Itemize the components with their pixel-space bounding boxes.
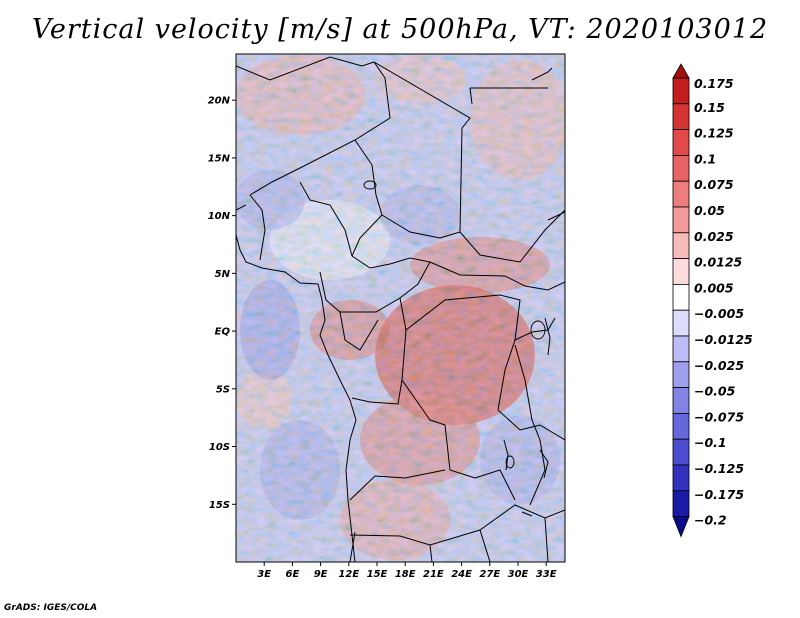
y-tick-label: 15S: [209, 500, 230, 511]
x-tick-label: 24E: [451, 569, 472, 580]
colorbar-label: −0.0125: [694, 332, 753, 347]
x-tick-label: 18E: [395, 569, 416, 580]
colorbar-label: −0.125: [694, 461, 744, 476]
x-tick-label: 12E: [338, 569, 359, 580]
colorbar-swatch: [672, 103, 690, 131]
colorbar-label: 0.025: [694, 229, 734, 244]
political-boundaries: [236, 56, 565, 562]
colorbar-swatch: [672, 154, 690, 182]
map-plot-area: [236, 54, 565, 562]
colorbar-swatch: [672, 77, 690, 105]
axis-ticks: 3E 6E 9E 12E 15E 18E 21E 24E 27E 30E 33E 20N 15N 10N 5…: [208, 96, 557, 580]
colorbar-label: 0.15: [694, 100, 725, 115]
x-tick-label: 9E: [314, 569, 328, 580]
field-texture: [236, 54, 565, 562]
map-frame: [235, 53, 566, 563]
colorbar-swatch: [672, 309, 690, 337]
colorbar-swatch: [672, 361, 690, 388]
colorbar-swatch: [672, 283, 690, 311]
colorbar-label: −0.175: [694, 487, 744, 502]
colorbar-label: −0.025: [694, 358, 744, 373]
colorbar-label: −0.1: [694, 435, 727, 450]
colorbar-swatch: [672, 258, 690, 285]
credit-text: GrADS: IGES/COLA: [4, 603, 98, 613]
colorbar-swatch: [672, 335, 690, 363]
colorbar-label: −0.005: [694, 306, 744, 321]
y-tick-label: EQ: [215, 327, 231, 338]
colorbar-swatch: [672, 490, 690, 517]
x-tick-label: 33E: [536, 569, 557, 580]
colorbar-swatch: [672, 438, 690, 466]
y-tick-label: 10S: [209, 442, 230, 453]
x-tick-label: 6E: [286, 569, 300, 580]
colorbar-label: −0.05: [694, 384, 736, 399]
x-tick-label: 3E: [257, 569, 271, 580]
colorbar-swatch: [672, 129, 690, 156]
colorbar: 0.175 0.15 0.125 0.1 0.075 0.05 0.025 0.0125 0.0…: [672, 63, 753, 538]
colorbar-label: 0.075: [694, 177, 734, 192]
colorbar-label: 0.1: [694, 151, 716, 166]
x-tick-label: 27E: [479, 569, 500, 580]
colorbar-swatch: [672, 232, 690, 260]
colorbar-swatch: [672, 387, 690, 414]
lakes: [363, 180, 546, 469]
colorbar-arrow-bottom: [672, 516, 690, 538]
colorbar-label: 0.0125: [694, 255, 743, 270]
colorbar-label: −0.075: [694, 409, 744, 424]
y-tick-label: 5N: [215, 269, 231, 280]
colorbar-swatch: [672, 206, 690, 234]
y-tick-label: 15N: [208, 153, 231, 164]
x-tick-label: 15E: [367, 569, 388, 580]
colorbar-label: 0.005: [694, 280, 734, 295]
colorbar-label: −0.2: [694, 513, 727, 528]
colorbar-arrow-top: [672, 63, 690, 79]
y-tick-label: 20N: [208, 96, 231, 107]
map-title: Vertical velocity [m/s] at 500hPa, VT: 2…: [31, 14, 769, 45]
colorbar-swatch: [672, 412, 690, 440]
colorbar-label: 0.05: [694, 203, 725, 218]
y-tick-label: 10N: [208, 211, 231, 222]
x-tick-label: 21E: [423, 569, 444, 580]
colorbar-label: 0.175: [694, 76, 734, 91]
x-tick-label: 30E: [508, 569, 529, 580]
colorbar-swatch: [672, 464, 690, 492]
colorbar-swatch: [672, 180, 690, 208]
y-tick-label: 5S: [216, 384, 230, 395]
colorbar-label: 0.125: [694, 126, 734, 141]
